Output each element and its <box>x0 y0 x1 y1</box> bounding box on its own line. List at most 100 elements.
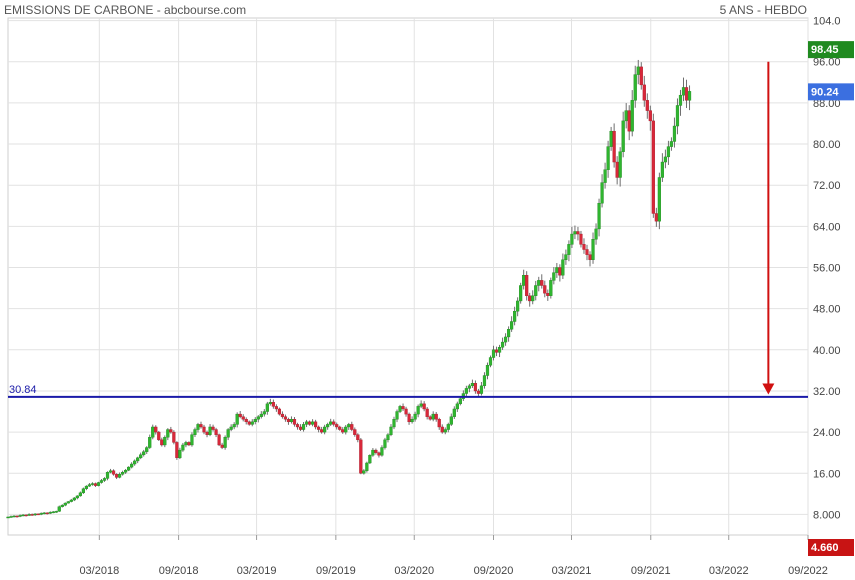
arrow-head <box>762 383 775 395</box>
candle-body <box>503 336 508 343</box>
candle-body <box>9 516 13 518</box>
candle-body <box>645 100 649 111</box>
candle-body <box>407 413 411 423</box>
candle-body <box>681 87 686 96</box>
candle-body <box>148 437 152 448</box>
candle-body <box>485 365 490 376</box>
candle-body <box>120 472 125 475</box>
candle-body <box>377 452 381 456</box>
candle-body <box>579 233 583 245</box>
candle-body <box>84 485 89 489</box>
candle-body <box>392 419 396 428</box>
candle-body <box>229 426 233 430</box>
candle-body <box>172 431 176 443</box>
candle-body <box>310 421 315 425</box>
candle-body <box>304 421 309 425</box>
candlestick-series <box>6 59 692 519</box>
candle-body <box>241 416 245 420</box>
candle-body <box>380 447 384 456</box>
candle-body <box>51 511 55 514</box>
candle-body <box>220 444 224 448</box>
candle-body <box>259 413 263 417</box>
candle-body <box>359 439 363 474</box>
y-tick-label: 88.00 <box>813 98 841 110</box>
candle-body <box>570 233 574 245</box>
candle-body <box>326 424 330 428</box>
candle-body <box>356 434 360 441</box>
candle-body <box>612 130 616 163</box>
candle-body <box>353 429 357 435</box>
candle-body <box>202 426 206 433</box>
candle-body <box>482 375 487 387</box>
candle-body <box>166 429 170 438</box>
candle-body <box>178 449 182 459</box>
candle-body <box>18 515 22 517</box>
candle-body <box>633 74 637 101</box>
candle-body <box>672 125 677 142</box>
candle-body <box>72 497 76 501</box>
candle-body <box>546 293 550 296</box>
candle-body <box>383 439 387 448</box>
candle-body <box>606 146 610 170</box>
candle-body <box>12 515 16 518</box>
candle-body <box>193 429 197 435</box>
y-tick-label: 72.00 <box>813 180 841 192</box>
candle-body <box>675 105 680 127</box>
candle-body <box>491 349 496 358</box>
candle-body <box>513 311 517 322</box>
y-tick-label: 104.0 <box>813 16 841 28</box>
candle-body <box>615 161 619 178</box>
y-tick-label: 16.00 <box>813 468 841 480</box>
candle-body <box>208 426 212 435</box>
candle-body <box>36 513 40 516</box>
reference-line-layer: 30.84 <box>8 384 808 398</box>
candle-body <box>431 413 435 420</box>
candle-body <box>232 424 236 428</box>
candle-body <box>235 413 239 425</box>
candle-body <box>678 94 683 106</box>
candle-body <box>488 357 493 366</box>
y-axis-labels: 8.000 16.00 24.00 32.00 40.00 48.00 56.00 64.00… <box>813 16 841 522</box>
candle-body <box>21 514 25 517</box>
candle-body <box>443 429 447 433</box>
chart-title: EMISSIONS DE CARBONE - abcbourse.com <box>4 3 247 17</box>
candle-body <box>437 419 441 428</box>
reference-line-label: 30.84 <box>9 384 37 396</box>
candle-body <box>154 426 158 433</box>
price-badges: 98.45 90.24 4.660 <box>808 41 854 556</box>
candle-body <box>473 383 478 392</box>
candle-body <box>105 472 110 479</box>
candle-body <box>669 141 674 147</box>
candle-body <box>350 424 354 430</box>
candle-body <box>175 442 179 459</box>
candle-body <box>271 402 275 407</box>
candle-body <box>494 349 499 353</box>
candle-body <box>157 431 161 441</box>
candle-body <box>63 502 67 506</box>
candle-body <box>66 501 70 504</box>
candle-body <box>540 280 544 286</box>
candle-body <box>280 413 285 417</box>
candle-body <box>479 385 484 394</box>
candle-body <box>555 267 559 273</box>
candle-body <box>600 182 604 204</box>
candle-body <box>238 413 242 417</box>
candle-body <box>464 388 468 394</box>
candle-body <box>108 470 113 473</box>
y-tick-label: 40.00 <box>813 345 841 357</box>
candle-body <box>6 516 10 519</box>
candle-body <box>341 429 345 433</box>
candle-body <box>60 504 64 507</box>
candle-body <box>57 506 61 512</box>
candle-body <box>522 275 526 286</box>
candle-body <box>344 426 348 433</box>
badge-background <box>808 41 854 59</box>
candle-body <box>576 231 580 235</box>
candle-body <box>30 514 34 516</box>
candle-body <box>588 254 592 260</box>
candle-body <box>211 426 215 430</box>
candle-body <box>419 403 423 407</box>
candle-body <box>196 424 200 430</box>
candle-body <box>476 390 481 394</box>
candle-body <box>446 424 450 430</box>
